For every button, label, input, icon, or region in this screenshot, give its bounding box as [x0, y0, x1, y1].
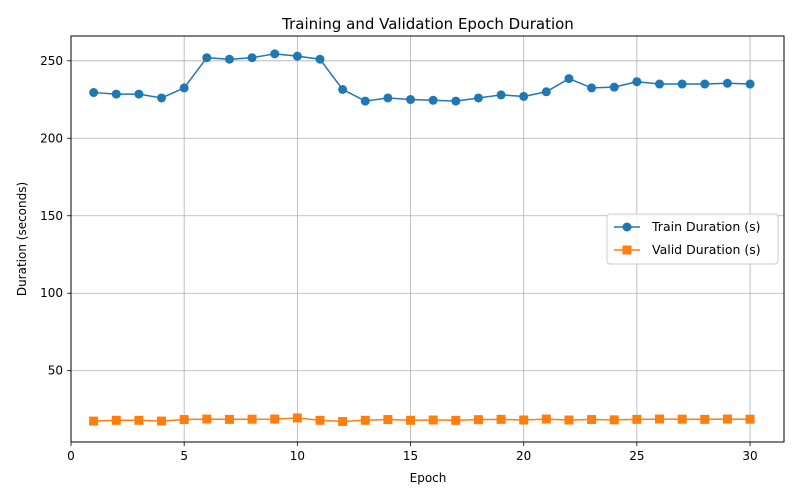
- data-point: [338, 84, 348, 94]
- data-point: [202, 414, 212, 424]
- y-tick-label: 50: [48, 364, 63, 378]
- data-point: [134, 89, 144, 99]
- data-point: [587, 83, 597, 93]
- x-tick-label: 10: [290, 449, 305, 463]
- data-point: [383, 93, 393, 103]
- plot-frame: [70, 35, 785, 443]
- x-tick-label: 25: [629, 449, 644, 463]
- data-point: [564, 415, 574, 425]
- series-layer: [89, 49, 755, 427]
- data-point: [632, 414, 642, 424]
- data-point: [722, 414, 732, 424]
- chart-title: Training and Validation Epoch Duration: [281, 15, 574, 33]
- y-axis: 50 100 150 200 250: [40, 54, 71, 378]
- data-point: [677, 79, 687, 89]
- series-valid: [89, 413, 755, 427]
- data-point: [473, 93, 483, 103]
- y-tick-label: 200: [40, 131, 63, 145]
- legend-marker-train: [622, 222, 632, 232]
- x-tick-label: 30: [742, 449, 757, 463]
- data-point: [655, 79, 665, 89]
- data-point: [496, 90, 506, 100]
- data-point: [270, 49, 280, 59]
- data-point: [428, 415, 438, 425]
- data-point: [315, 54, 325, 64]
- x-axis-label: Epoch: [410, 471, 447, 485]
- data-point: [700, 79, 710, 89]
- data-point: [134, 415, 144, 425]
- data-point: [609, 415, 619, 425]
- x-tick-label: 20: [516, 449, 531, 463]
- y-axis-label: Duration (seconds): [15, 182, 29, 296]
- data-point: [609, 82, 619, 92]
- data-point: [451, 415, 461, 425]
- data-point: [473, 415, 483, 425]
- data-point: [111, 415, 121, 425]
- data-point: [224, 414, 234, 424]
- data-point: [338, 417, 348, 427]
- data-point: [632, 77, 642, 87]
- data-point: [111, 89, 121, 99]
- data-point: [519, 415, 529, 425]
- legend-label-train: Train Duration (s): [651, 219, 761, 234]
- data-point: [224, 54, 234, 64]
- data-point: [89, 416, 99, 426]
- legend-box: [606, 213, 779, 265]
- data-point: [541, 87, 551, 97]
- y-tick-label: 250: [40, 54, 63, 68]
- data-point: [564, 74, 574, 84]
- data-point: [157, 416, 167, 426]
- y-tick-label: 150: [40, 209, 63, 223]
- data-point: [428, 95, 438, 105]
- data-point: [89, 88, 99, 98]
- data-point: [315, 415, 325, 425]
- data-point: [292, 413, 302, 423]
- data-point: [406, 95, 416, 105]
- data-point: [745, 79, 755, 89]
- data-point: [157, 93, 167, 103]
- data-point: [406, 415, 416, 425]
- data-point: [496, 414, 506, 424]
- data-point: [383, 415, 393, 425]
- data-point: [587, 415, 597, 425]
- data-point: [247, 414, 257, 424]
- legend-label-valid: Valid Duration (s): [652, 242, 761, 257]
- data-point: [519, 91, 529, 101]
- data-point: [541, 414, 551, 424]
- data-point: [270, 414, 280, 424]
- data-point: [179, 83, 189, 93]
- data-point: [451, 96, 461, 106]
- data-point: [745, 414, 755, 424]
- data-point: [247, 53, 257, 63]
- legend-marker-valid: [622, 245, 632, 255]
- data-point: [677, 414, 687, 424]
- legend: Train Duration (s) Valid Duration (s): [606, 213, 779, 265]
- data-point: [292, 51, 302, 61]
- y-tick-label: 100: [40, 286, 63, 300]
- x-tick-label: 5: [180, 449, 188, 463]
- data-point: [722, 78, 732, 88]
- data-point: [360, 415, 370, 425]
- data-point: [360, 96, 370, 106]
- x-tick-label: 15: [403, 449, 418, 463]
- data-point: [655, 414, 665, 424]
- data-point: [202, 53, 212, 63]
- x-tick-label: 0: [67, 449, 75, 463]
- x-axis: 0 5 10 15 20 25 30: [67, 442, 758, 463]
- data-point: [700, 414, 710, 424]
- data-point: [179, 415, 189, 425]
- series-train: [89, 49, 755, 106]
